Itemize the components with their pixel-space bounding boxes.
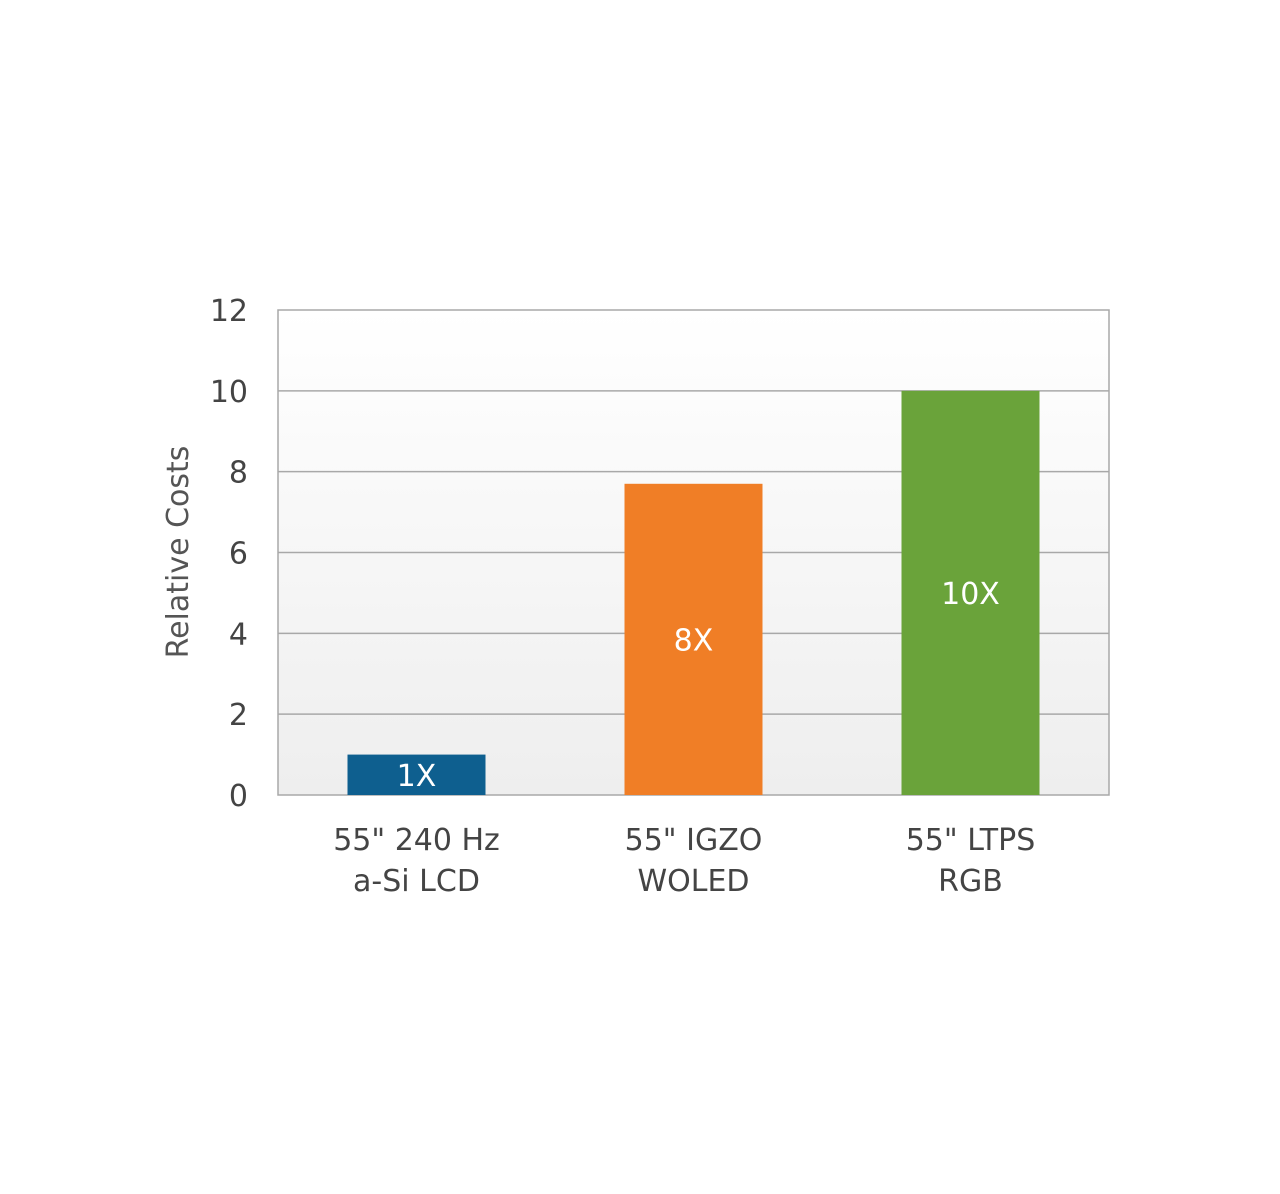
y-tick-label: 10 xyxy=(210,375,248,410)
bar xyxy=(347,754,486,795)
y-tick-label: 8 xyxy=(229,456,248,491)
y-tick-label: 0 xyxy=(229,779,248,814)
x-category-label: WOLED xyxy=(637,864,749,899)
y-axis-ticks: 0 2 4 6 8 10 12 xyxy=(210,294,248,814)
y-tick-label: 6 xyxy=(229,537,248,572)
bars: 1X 8X 10X xyxy=(347,390,1040,795)
bar-data-label: 8X xyxy=(674,623,714,658)
y-tick-label: 12 xyxy=(210,294,248,329)
x-category-label: a-Si LCD xyxy=(353,864,480,899)
bar xyxy=(624,483,763,795)
bar xyxy=(901,390,1040,795)
x-axis-labels: 55" 240 Hz a-Si LCD 55" IGZO WOLED 55" LTPS R… xyxy=(333,823,1035,899)
x-category-label: 55" IGZO xyxy=(625,823,763,858)
x-category-label: 55" LTPS xyxy=(906,823,1036,858)
bar-data-label: 10X xyxy=(941,577,1000,612)
y-tick-label: 2 xyxy=(229,698,248,733)
y-axis-label: Relative Costs xyxy=(161,446,196,659)
x-category-label: 55" 240 Hz xyxy=(333,823,500,858)
bar-data-label: 1X xyxy=(397,759,437,794)
x-category-label: RGB xyxy=(938,864,1003,899)
y-tick-label: 4 xyxy=(229,617,248,652)
